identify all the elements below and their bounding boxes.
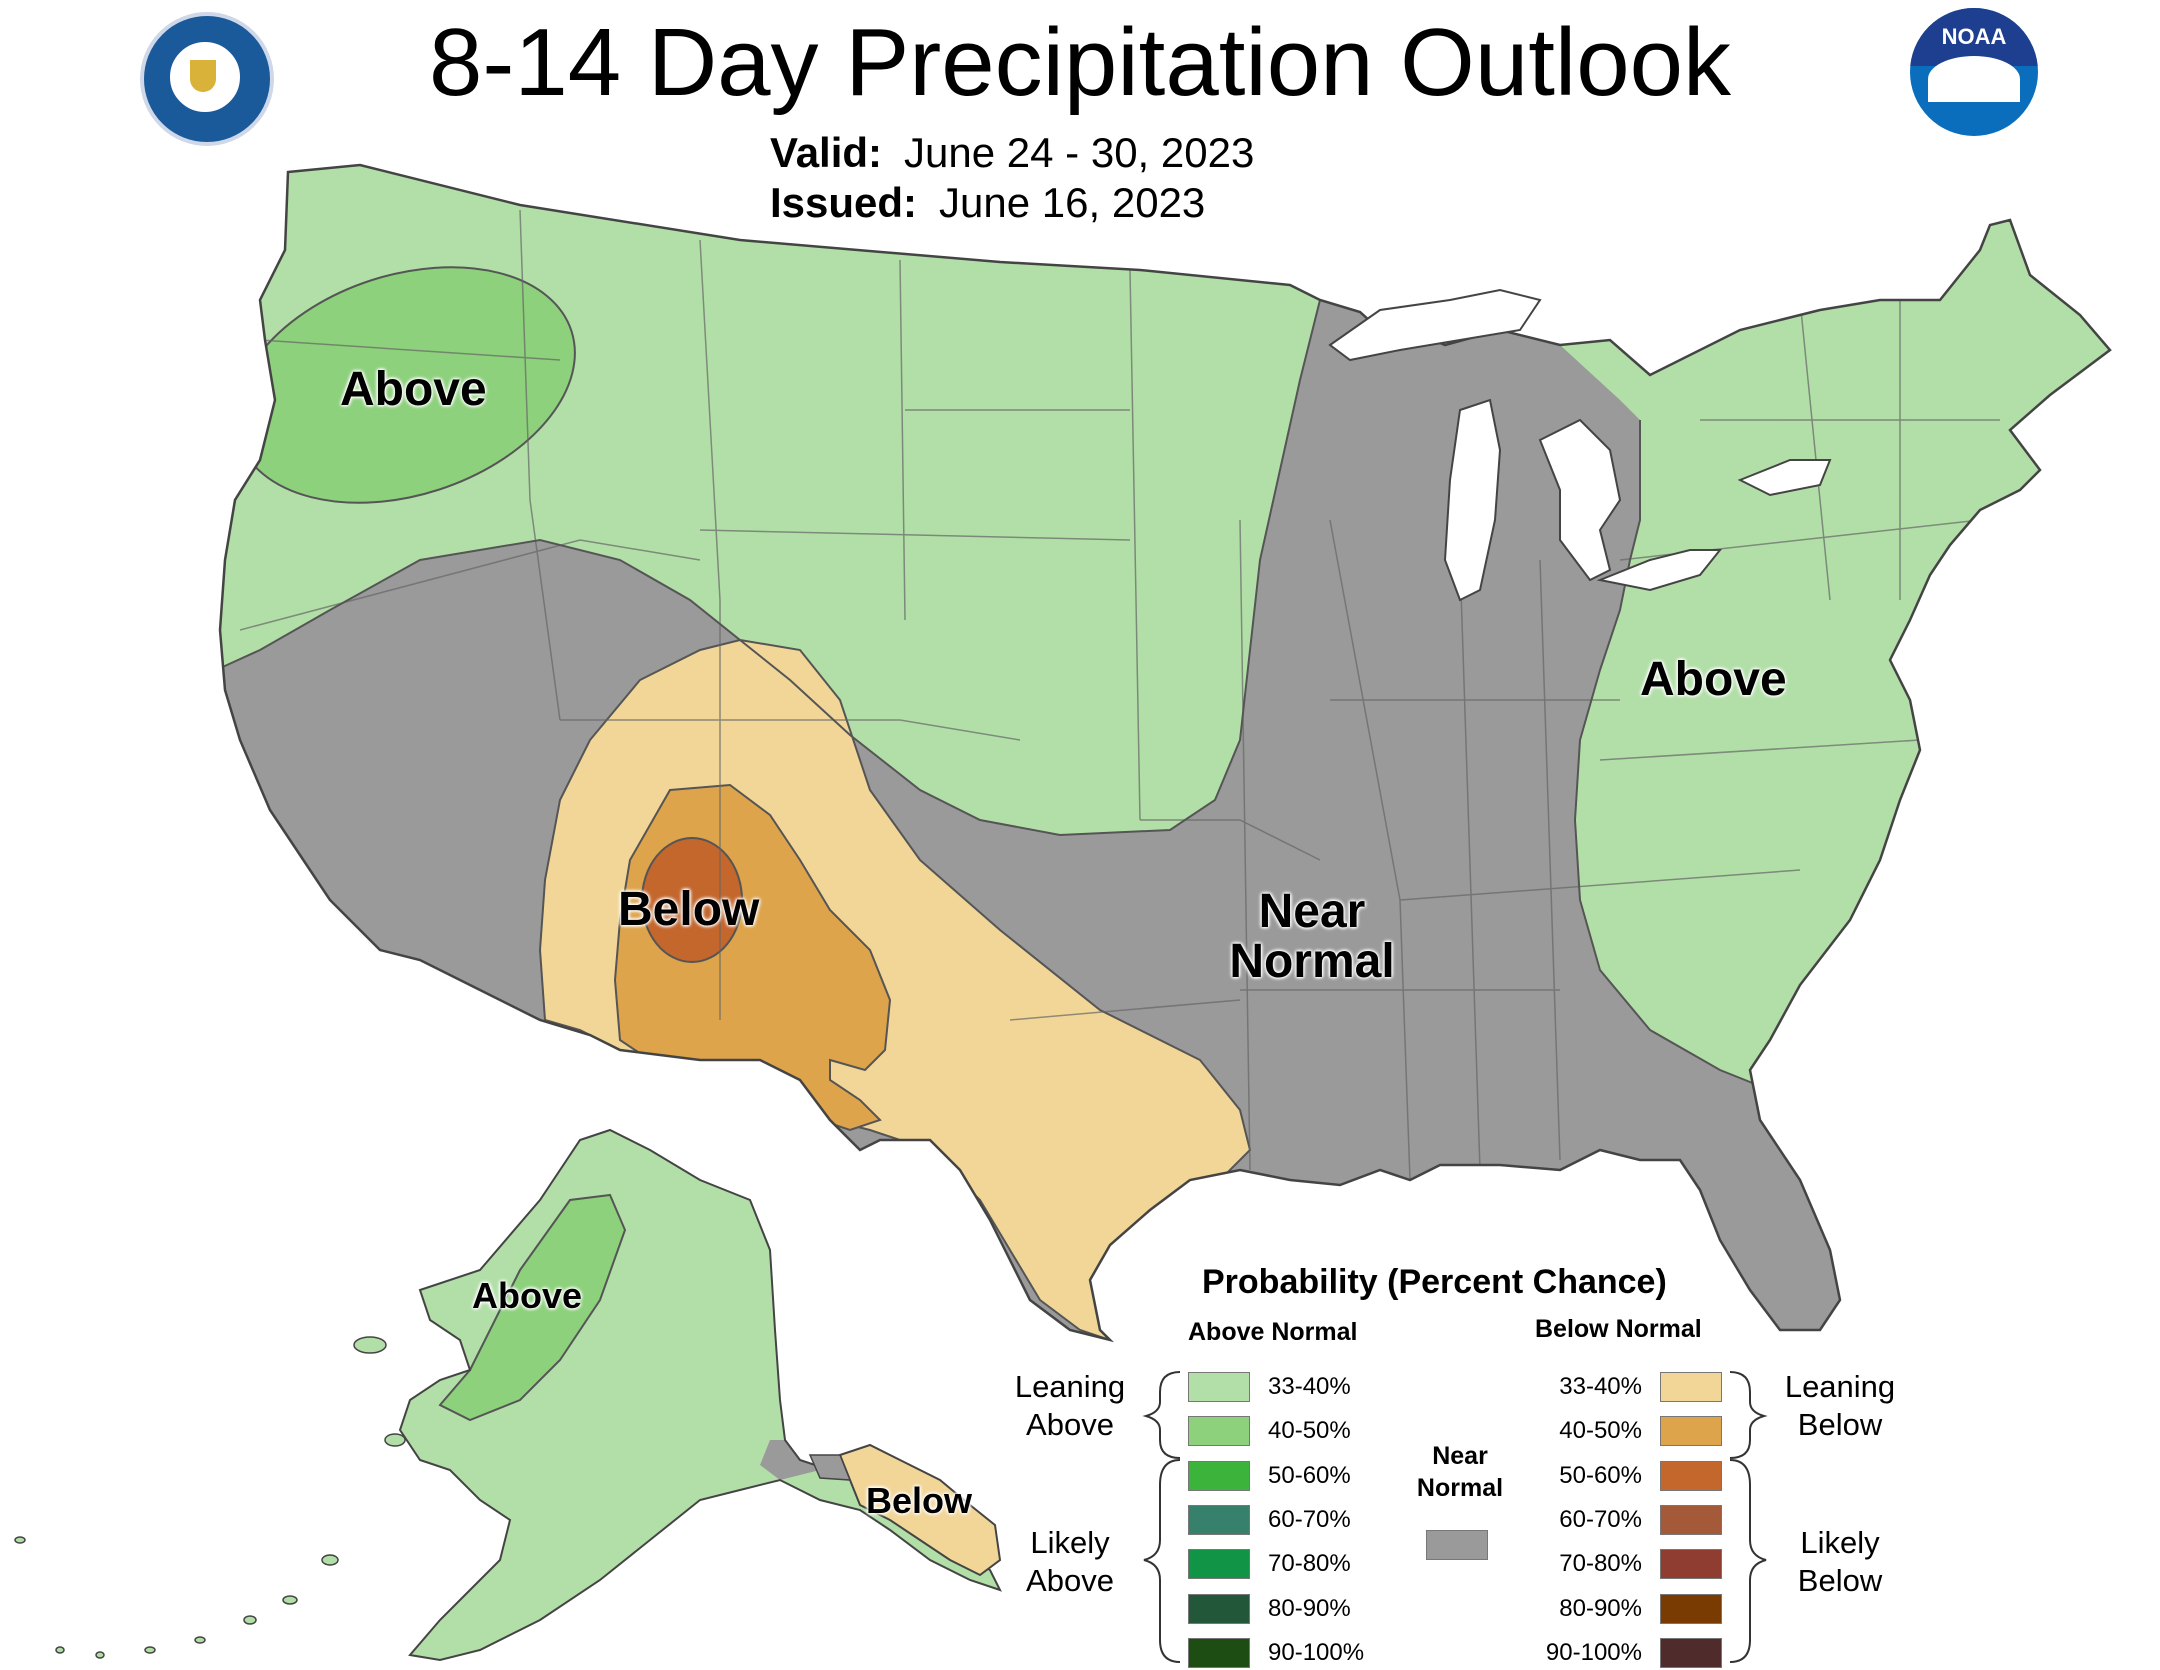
legend-above-range-1: 33-40% <box>1268 1373 1351 1400</box>
label-near-normal: Near Normal <box>1222 885 1402 989</box>
label-alaska-above: Above <box>472 1275 583 1316</box>
legend-likely-above-line2: Above <box>1026 1563 1114 1598</box>
legend-leaning-above-line1: Leaning <box>1014 1369 1126 1404</box>
legend-above-header: Above Normal <box>1188 1318 1358 1346</box>
legend-above-swatch-5 <box>1188 1549 1250 1580</box>
legend-above-range-4: 60-70% <box>1268 1505 1351 1533</box>
legend-below-range-2: 40-50% <box>1559 1417 1642 1445</box>
seal-inner <box>168 40 242 114</box>
legend-below-range-5: 70-80% <box>1559 1550 1642 1578</box>
legend-below-range-7: 90-100% <box>1545 1638 1642 1666</box>
legend-below-swatch-1 <box>1660 1372 1722 1402</box>
legend-above-range-5: 70-80% <box>1268 1550 1351 1578</box>
legend-below-swatch-3 <box>1660 1460 1722 1491</box>
label-northwest-above: Above <box>340 363 487 416</box>
legend-below-range-1: 33-40% <box>1559 1373 1642 1400</box>
legend-title: Probability (Percent Chance) <box>1202 1263 1667 1301</box>
label-east-above: Above <box>1640 653 1787 706</box>
legend-likely-above: Likely Above <box>1000 1524 1140 1600</box>
legend-above-swatch-6 <box>1188 1593 1250 1624</box>
legend-leaning-above: Leaning Above <box>1000 1368 1140 1444</box>
legend-above-range-7: 90-100% <box>1268 1638 1365 1666</box>
legend-above-range-2: 40-50% <box>1268 1417 1351 1445</box>
legend-below-swatch-7 <box>1660 1637 1722 1668</box>
legend-above-swatch-1 <box>1188 1372 1250 1402</box>
label-near-normal-line1: Near <box>1258 885 1366 938</box>
legend-above-swatch-3 <box>1188 1460 1250 1491</box>
valid-line: Valid: June 24 - 30, 2023 <box>770 128 1254 178</box>
legend-near-normal-line1: Near <box>1432 1442 1488 1470</box>
label-near-normal-line2: Normal <box>1229 935 1395 989</box>
department-of-commerce-seal <box>140 12 274 146</box>
legend-above-swatch-4 <box>1188 1504 1250 1535</box>
legend-likely-above-line1: Likely <box>1030 1525 1110 1560</box>
legend-near-normal-line2: Normal <box>1416 1474 1504 1502</box>
legend-above-range-3: 50-60% <box>1268 1461 1351 1489</box>
legend-below-swatch-4 <box>1660 1504 1722 1535</box>
valid-value: June 24 - 30, 2023 <box>904 129 1255 176</box>
legend-below-swatch-2 <box>1660 1416 1722 1447</box>
noaa-logo: NOAA <box>1910 8 2038 136</box>
legend-leaning-below-line1: Leaning <box>1784 1369 1896 1404</box>
issued-line: Issued: June 16, 2023 <box>770 178 1205 228</box>
issued-value: June 16, 2023 <box>939 179 1206 226</box>
legend-below-swatch-5 <box>1660 1549 1722 1580</box>
seal-shield <box>190 60 216 92</box>
legend-likely-below-line2: Below <box>1797 1563 1883 1598</box>
label-southwest-below: Below <box>618 883 760 936</box>
noaa-gull <box>1928 56 2020 102</box>
legend-leaning-below-line2: Below <box>1797 1407 1883 1442</box>
issued-label: Issued: <box>770 179 918 226</box>
legend-below-range-3: 50-60% <box>1559 1461 1642 1489</box>
legend-above-swatch-2 <box>1188 1416 1250 1447</box>
legend-below-range-4: 60-70% <box>1559 1505 1642 1533</box>
legend-below-swatch-6 <box>1660 1593 1722 1624</box>
legend-near-normal: Near Normal <box>1395 1440 1525 1504</box>
legend-above-range-6: 80-90% <box>1268 1594 1351 1622</box>
legend-near-normal-swatch <box>1426 1530 1488 1560</box>
legend-likely-below: Likely Below <box>1770 1524 1910 1600</box>
legend-leaning-below: Leaning Below <box>1770 1368 1910 1444</box>
legend-leaning-above-line2: Above <box>1026 1407 1114 1442</box>
legend-below-range-6: 80-90% <box>1559 1594 1642 1622</box>
noaa-logo-text: NOAA <box>1941 24 2007 49</box>
valid-label: Valid: <box>770 129 883 176</box>
legend-likely-below-line1: Likely <box>1800 1525 1880 1560</box>
label-alaska-panhandle-below: Below <box>866 1480 973 1521</box>
page-title: 8-14 Day Precipitation Outlook <box>429 9 1731 116</box>
legend-above-swatch-7 <box>1188 1637 1250 1668</box>
legend-below-header: Below Normal <box>1535 1315 1702 1343</box>
